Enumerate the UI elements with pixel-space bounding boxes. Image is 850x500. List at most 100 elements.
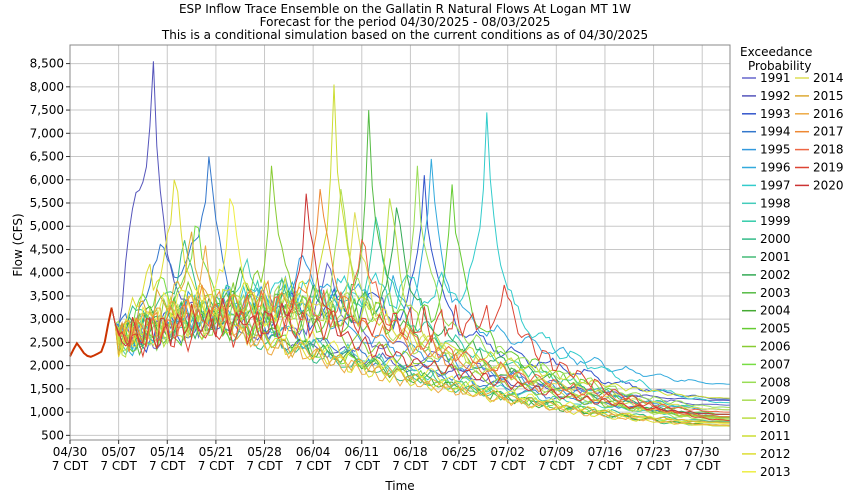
y-tick-label: 2,500 — [30, 335, 64, 349]
legend-item-1995: 1995 — [760, 143, 791, 157]
legend-item-2006: 2006 — [760, 340, 791, 354]
legend-item-2014: 2014 — [813, 71, 844, 85]
plot-area — [70, 45, 730, 440]
series-line-2018 — [111, 238, 730, 413]
x-tick-label-tz: 7 CDT — [246, 459, 283, 473]
legend-item-2004: 2004 — [760, 304, 791, 318]
legend-item-2005: 2005 — [760, 322, 791, 336]
x-tick-label: 04/30 — [53, 445, 88, 459]
x-tick-label: 05/28 — [247, 445, 282, 459]
series-line-2013 — [111, 198, 731, 424]
chart-titles: ESP Inflow Trace Ensemble on the Gallati… — [161, 2, 648, 42]
x-tick-label: 07/30 — [685, 445, 720, 459]
legend-item-1998: 1998 — [760, 196, 791, 210]
y-tick-label: 4,500 — [30, 242, 64, 256]
y-tick-label: 3,500 — [30, 289, 64, 303]
legend-item-2009: 2009 — [760, 393, 791, 407]
y-tick-label: 5,000 — [30, 219, 64, 233]
y-axis-label: Flow (CFS) — [11, 213, 25, 276]
legend-item-1997: 1997 — [760, 178, 791, 192]
series-line-2005 — [111, 184, 730, 415]
series-lines — [69, 61, 731, 427]
legend-item-2012: 2012 — [760, 447, 791, 461]
legend-item-2010: 2010 — [760, 411, 791, 425]
plot-background — [70, 45, 730, 440]
x-tick-label: 07/02 — [490, 445, 525, 459]
legend-item-2000: 2000 — [760, 232, 791, 246]
legend-item-2017: 2017 — [813, 125, 844, 139]
y-tick-label: 6,500 — [30, 150, 64, 164]
observed-line — [69, 307, 113, 358]
series-line-2019 — [111, 284, 731, 421]
legend-item-2002: 2002 — [760, 268, 791, 282]
y-tick-label: 5,500 — [30, 196, 64, 210]
legend: Exceedance Probability 1991 1992 1993 1994 1… — [740, 45, 844, 479]
y-tick-label: 1,000 — [30, 405, 64, 419]
y-tick-label: 4,000 — [30, 266, 64, 280]
legend-item-1993: 1993 — [760, 107, 791, 121]
series-line-2015 — [111, 231, 730, 423]
legend-item-2001: 2001 — [760, 250, 791, 264]
series-line-2009 — [111, 189, 731, 421]
series-line-2008 — [111, 165, 731, 408]
x-tick-label-tz: 7 CDT — [489, 459, 526, 473]
chart-title: ESP Inflow Trace Ensemble on the Gallati… — [179, 2, 631, 16]
x-axis-label: Time — [384, 479, 414, 493]
x-tick-label-tz: 7 CDT — [295, 459, 332, 473]
series-line-2012 — [111, 179, 731, 427]
x-tick-label-tz: 7 CDT — [441, 459, 478, 473]
legend-item-2018: 2018 — [813, 143, 844, 157]
plot-frame — [69, 44, 731, 441]
axes — [69, 44, 731, 441]
x-tick-label-tz: 7 CDT — [100, 459, 137, 473]
legend-item-1994: 1994 — [760, 125, 791, 139]
x-tick-label-tz: 7 CDT — [149, 459, 186, 473]
legend-item-1992: 1992 — [760, 89, 791, 103]
y-tick-label: 8,000 — [30, 80, 64, 94]
x-tick-label: 06/25 — [442, 445, 477, 459]
y-tick-label: 500 — [41, 428, 64, 442]
x-tick-label-tz: 7 CDT — [587, 459, 624, 473]
legend-item-2016: 2016 — [813, 107, 844, 121]
x-tick-label: 05/07 — [101, 445, 136, 459]
x-tick-label: 07/16 — [588, 445, 623, 459]
series-line-1998 — [111, 257, 730, 418]
x-tick-label: 05/14 — [150, 445, 185, 459]
x-tick-label: 06/11 — [344, 445, 379, 459]
x-tick-label: 06/18 — [393, 445, 428, 459]
x-tick-label: 06/04 — [296, 445, 331, 459]
chart-subtitle-note: This is a conditional simulation based o… — [161, 28, 648, 42]
y-axis-ticks: 500 1,000 1,500 2,000 2,500 3,000 3,500 4,000 4,… — [30, 57, 70, 442]
x-tick-label-tz: 7 CDT — [684, 459, 721, 473]
x-tick-label-tz: 7 CDT — [392, 459, 429, 473]
legend-item-2011: 2011 — [760, 429, 791, 443]
legend-item-1991: 1991 — [760, 71, 791, 85]
legend-item-2003: 2003 — [760, 286, 791, 300]
series-line-2020 — [111, 193, 731, 415]
y-tick-label: 3,000 — [30, 312, 64, 326]
chart-subtitle: Forecast for the period 04/30/2025 - 08/… — [260, 15, 551, 29]
y-tick-label: 8,500 — [30, 57, 64, 71]
legend-item-1999: 1999 — [760, 214, 791, 228]
y-tick-label: 2,000 — [30, 359, 64, 373]
legend-item-2013: 2013 — [760, 465, 791, 479]
x-tick-label: 07/09 — [539, 445, 574, 459]
legend-title: Exceedance — [740, 45, 812, 59]
x-tick-label-tz: 7 CDT — [344, 459, 381, 473]
y-tick-label: 6,000 — [30, 173, 64, 187]
y-tick-label: 7,500 — [30, 103, 64, 117]
x-tick-label: 07/23 — [636, 445, 671, 459]
legend-item-2007: 2007 — [760, 357, 791, 371]
x-tick-label-tz: 7 CDT — [198, 459, 235, 473]
legend-item-2020: 2020 — [813, 178, 844, 192]
x-tick-label: 05/21 — [199, 445, 234, 459]
legend-item-2015: 2015 — [813, 89, 844, 103]
legend-item-2019: 2019 — [813, 161, 844, 175]
legend-item-1996: 1996 — [760, 161, 791, 175]
x-tick-label-tz: 7 CDT — [52, 459, 89, 473]
legend-item-2008: 2008 — [760, 375, 791, 389]
legend-subtitle: Probability — [748, 59, 811, 73]
x-tick-label-tz: 7 CDT — [538, 459, 575, 473]
